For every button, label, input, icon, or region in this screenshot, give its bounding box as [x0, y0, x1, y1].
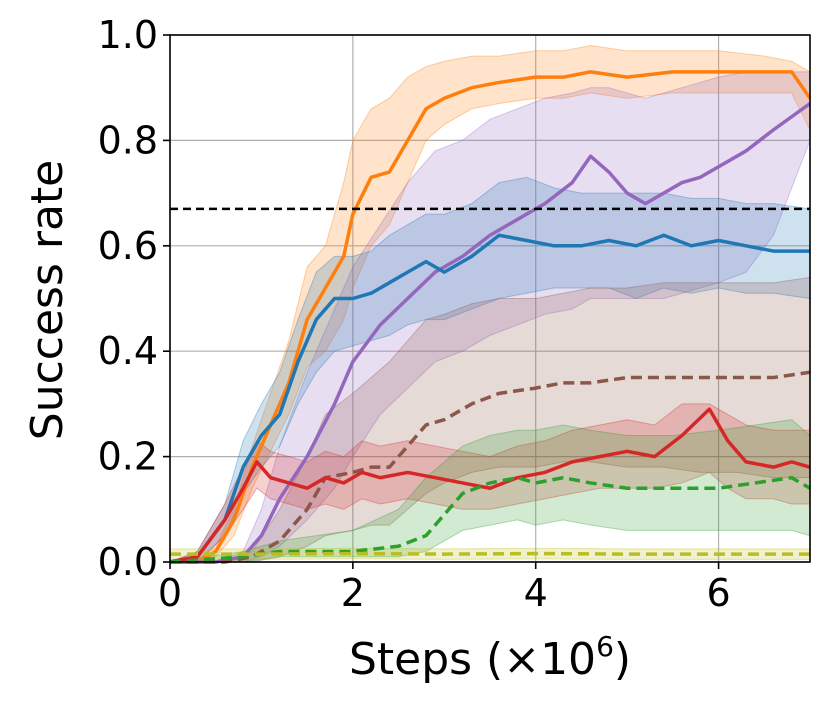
- x-tick-label: 0: [158, 571, 182, 615]
- x-axis-title-exponent: 6: [596, 630, 614, 663]
- x-axis-title-suffix: ): [614, 634, 631, 685]
- y-tick-label: 0.8: [98, 118, 158, 162]
- y-tick-label: 0.2: [98, 435, 158, 479]
- y-tick-label: 0.4: [98, 329, 158, 373]
- series-line-5: [169, 407, 811, 564]
- series-line-1: [170, 70, 812, 564]
- series-line-7: [170, 551, 810, 556]
- x-tick-label: 6: [706, 571, 730, 615]
- y-tick-label: 0.6: [98, 224, 158, 268]
- y-tick-label: 0.0: [98, 540, 158, 584]
- series-line-3: [169, 233, 810, 564]
- y-tick-label: 1.0: [98, 13, 158, 57]
- x-tick-label: 4: [524, 571, 548, 615]
- series-lines: [169, 70, 812, 564]
- axis-ticks: 0 2 4 6 0.0 0.2 0.4 0.6 0.8 1.0: [98, 13, 731, 615]
- series-line-4: [170, 370, 811, 564]
- x-tick-label: 2: [341, 571, 365, 615]
- x-axis-title-base: Steps (×10: [349, 634, 596, 685]
- plot-frame: [169, 34, 811, 563]
- series-line-6: [169, 475, 811, 564]
- y-axis-title: Success rate: [22, 160, 73, 440]
- x-axis-title: Steps (×106): [349, 630, 631, 685]
